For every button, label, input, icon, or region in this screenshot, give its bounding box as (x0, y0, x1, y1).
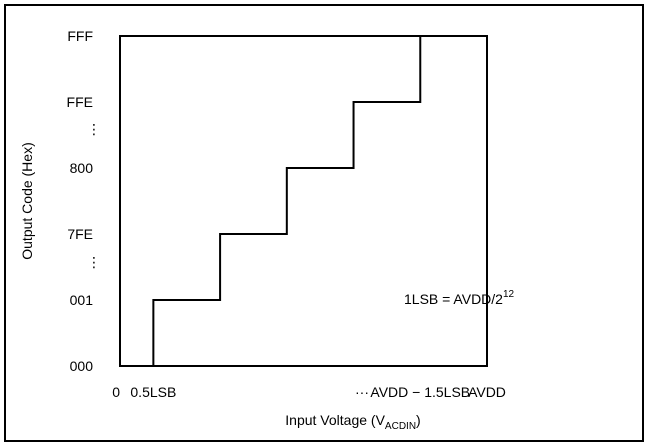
annotation-lsb: 1LSB = AVDD/212 (404, 289, 515, 307)
annotation-lsb-main: 1LSB = AVDD/2 (404, 291, 503, 307)
plot-area-border (119, 35, 488, 367)
y-tick-label: 800 (70, 160, 94, 176)
annotation-lsb-superscript: 12 (503, 289, 515, 300)
x-tick-label: 0.5LSB (130, 384, 176, 400)
y-tick-label: 001 (70, 292, 94, 308)
x-tick-label: AVDD (468, 384, 506, 400)
transfer-staircase-line (152, 36, 422, 366)
x-tick-label: AVDD − 1.5LSB (370, 384, 470, 400)
y-tick-labels: 000 001 7FE 800 FFE FFF (67, 28, 94, 374)
x-tick-label: 0 (112, 384, 120, 400)
y-tick-label: 7FE (67, 226, 93, 242)
x-axis-ellipsis: ··· (355, 384, 369, 400)
x-axis-label: Input Voltage (VACDIN) (285, 412, 420, 432)
x-axis-label-subscript: ACDIN (385, 421, 416, 432)
y-axis-ellipsis-lower: ⋮ (87, 254, 101, 270)
y-tick-label: 000 (70, 358, 94, 374)
figure-frame: 000 001 7FE 800 FFE FFF 0 0.5LSB AVDD − 1.5LSB A… (4, 4, 644, 442)
y-tick-label: FFE (67, 94, 93, 110)
series-layer (152, 36, 422, 366)
x-axis-label-main: Input Voltage (V (285, 412, 385, 428)
y-axis-label: Output Code (Hex) (19, 142, 35, 260)
y-axis-ellipsis-upper: ⋮ (87, 121, 101, 137)
x-axis-label-close: ) (416, 412, 421, 428)
y-tick-label: FFF (67, 28, 93, 44)
